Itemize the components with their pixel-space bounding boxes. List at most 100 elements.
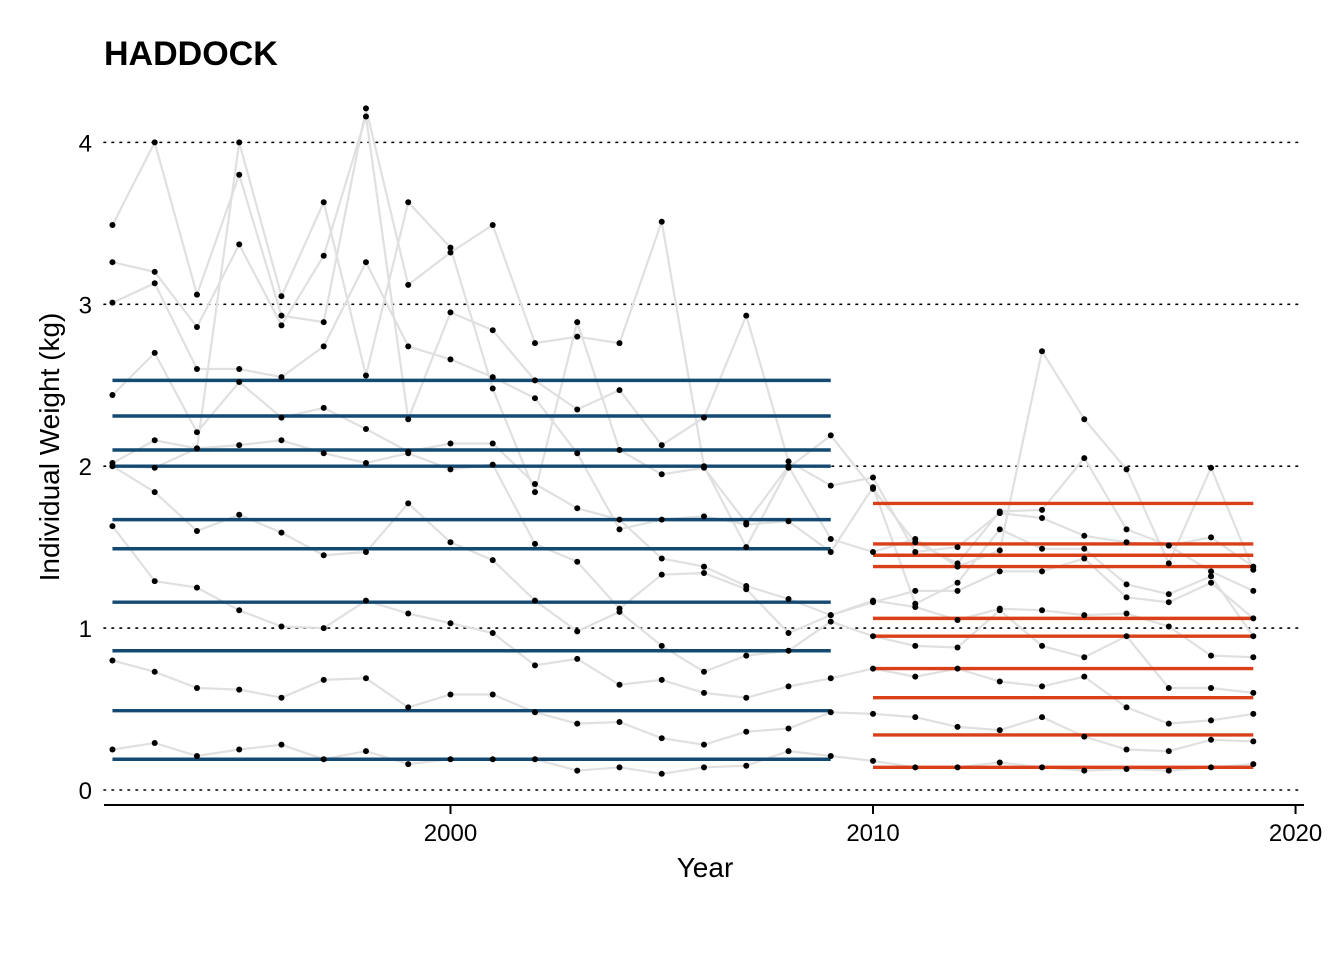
chart-title: HADDOCK [104, 35, 278, 73]
data-point [1208, 573, 1215, 580]
data-point [109, 299, 116, 306]
series-line [111, 351, 1255, 620]
data-point [1039, 607, 1046, 614]
data-point [616, 387, 623, 394]
data-point [1250, 587, 1257, 594]
data-point [912, 714, 919, 721]
data-point [447, 539, 454, 546]
data-point [151, 489, 158, 496]
data-point [489, 440, 496, 447]
data-point [1208, 652, 1215, 659]
data-point [531, 540, 538, 547]
data-point [1081, 532, 1088, 539]
data-point [870, 665, 877, 672]
data-point [405, 500, 412, 507]
data-point [405, 416, 412, 423]
data-point [1081, 673, 1088, 680]
data-point [236, 139, 243, 146]
data-point [193, 445, 200, 452]
x-tick-label: 2020 [1269, 820, 1322, 847]
data-point [362, 675, 369, 682]
data-point [151, 349, 158, 356]
data-point [701, 563, 707, 570]
data-point [1250, 738, 1257, 745]
y-tick-label: 3 [79, 292, 92, 319]
series-line [112, 659, 1254, 753]
data-point [1250, 615, 1257, 622]
data-point [743, 519, 750, 526]
data-point [1250, 689, 1257, 696]
data-point [1208, 568, 1215, 575]
data-point [743, 762, 750, 769]
data-point [1039, 506, 1046, 513]
data-point [616, 719, 623, 725]
data-point [574, 628, 581, 635]
data-point [1165, 748, 1172, 755]
y-tick-label: 4 [79, 130, 92, 157]
data-point [912, 764, 919, 771]
data-point [1081, 654, 1088, 661]
data-point [1039, 568, 1046, 575]
data-point [827, 482, 834, 489]
data-point [954, 587, 961, 594]
data-point [870, 474, 877, 481]
data-point [447, 244, 454, 251]
data-point [701, 414, 707, 421]
data-point [996, 508, 1003, 515]
x-tick-label: 2000 [424, 820, 477, 847]
data-point [1165, 599, 1172, 606]
data-point [870, 633, 877, 640]
data-point [320, 319, 327, 326]
data-point [278, 322, 285, 329]
data-point [236, 241, 243, 248]
data-point [278, 437, 285, 444]
data-point [1123, 581, 1130, 588]
data-point [785, 647, 792, 654]
data-point [151, 464, 158, 471]
data-point [701, 513, 707, 520]
y-tick-label: 1 [79, 616, 92, 643]
data-point [1039, 642, 1046, 649]
data-point [616, 681, 623, 688]
data-point [531, 395, 538, 402]
data-point [996, 526, 1003, 533]
data-point [1250, 633, 1257, 640]
data-point [151, 268, 158, 275]
data-point [278, 694, 285, 701]
data-point [827, 709, 834, 716]
data-point [574, 655, 581, 662]
data-point [1081, 545, 1088, 552]
data-point [785, 518, 792, 525]
data-point [574, 406, 581, 413]
data-point [1039, 515, 1046, 521]
data-point [1081, 612, 1088, 619]
axes: 0 1 2 3 4 2000 2010 2020 [79, 130, 1323, 847]
data-point [362, 259, 369, 266]
data-point [616, 447, 623, 453]
data-point [574, 450, 581, 457]
data-point [1123, 594, 1130, 601]
data-point [531, 709, 538, 716]
data-point [912, 536, 919, 543]
data-point [1165, 685, 1172, 691]
data-point [236, 607, 243, 614]
series-line [111, 439, 1254, 659]
data-point [658, 571, 665, 578]
data-point [1165, 560, 1172, 567]
data-point [1208, 736, 1215, 743]
data-point [574, 767, 581, 774]
data-point [278, 312, 285, 319]
data-point [1123, 539, 1130, 546]
data-point [193, 753, 200, 759]
data-point [1039, 683, 1046, 690]
data-point [954, 544, 961, 551]
data-point [743, 544, 750, 551]
data-point [827, 612, 834, 619]
data-point [1039, 348, 1046, 355]
data-point [447, 249, 454, 256]
data-point [996, 605, 1003, 612]
series-line [111, 465, 1254, 694]
data-point [827, 753, 834, 759]
data-point [236, 171, 243, 178]
data-point [1123, 633, 1130, 640]
